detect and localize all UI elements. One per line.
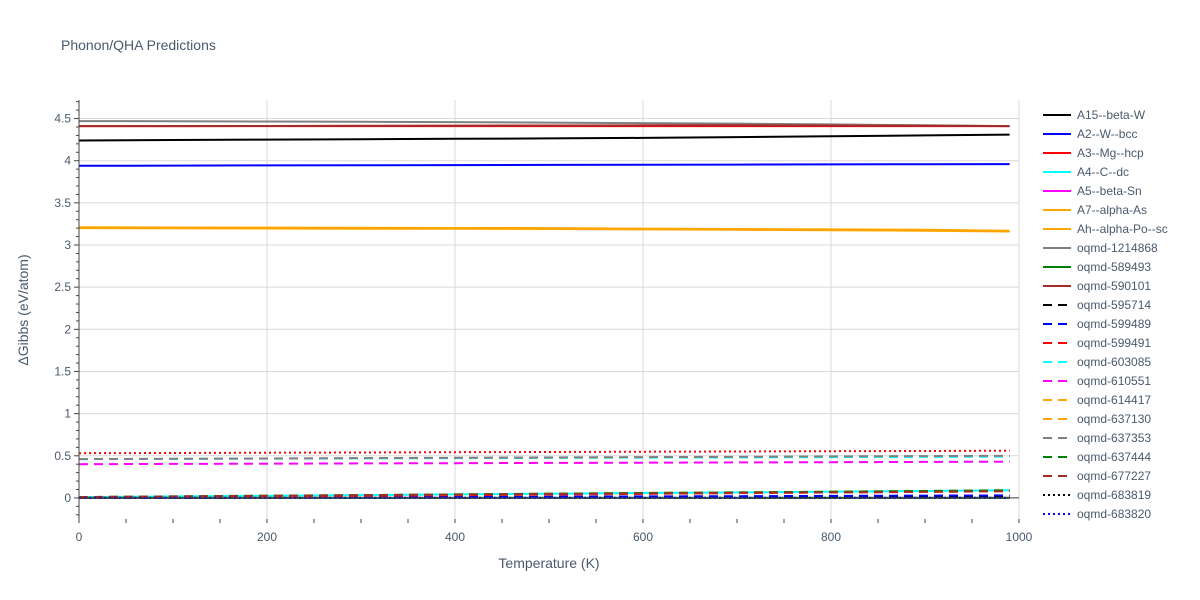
y-tick-label: 2.5 xyxy=(54,280,71,294)
legend-label: oqmd-599489 xyxy=(1077,317,1151,331)
legend-label: oqmd-590101 xyxy=(1077,279,1151,293)
y-tick-label: 4 xyxy=(64,154,71,168)
x-tick-label: 1000 xyxy=(1006,530,1033,544)
legend-label: oqmd-589493 xyxy=(1077,260,1151,274)
legend: A15--beta-W A2--W--bcc A3--Mg--hcp A4--C--d… xyxy=(1043,108,1168,521)
x-tick-label: 600 xyxy=(633,530,653,544)
legend-label: A5--beta-Sn xyxy=(1077,184,1142,198)
legend-label: oqmd-637130 xyxy=(1077,412,1151,426)
legend-label: oqmd-603085 xyxy=(1077,355,1151,369)
legend-label: Ah--alpha-Po--sc xyxy=(1077,222,1168,236)
y-tick-label: 3 xyxy=(64,238,71,252)
series-line-22 xyxy=(78,449,1010,455)
y-tick-label: 1 xyxy=(64,407,71,421)
axes: 0 200 400 600 800 1000 0 0.5 1 1.5 2 2.5 3 3.5 4 4.5 xyxy=(54,100,1033,544)
series-line-19 xyxy=(78,490,1010,499)
legend-label: oqmd-683820 xyxy=(1077,507,1151,521)
y-tick-label: 0.5 xyxy=(54,449,71,463)
y-tick-label: 0 xyxy=(64,491,71,505)
series-line-14 xyxy=(78,460,1010,466)
legend-label: A15--beta-W xyxy=(1077,108,1146,122)
series-line-6 xyxy=(78,227,1010,233)
legend-label: oqmd-614417 xyxy=(1077,393,1151,407)
legend-label: oqmd-637444 xyxy=(1077,450,1151,464)
x-tick-label: 200 xyxy=(257,530,277,544)
y-tick-label: 4.5 xyxy=(54,112,71,126)
legend-label: oqmd-637353 xyxy=(1077,431,1151,445)
x-tick-label: 800 xyxy=(821,530,841,544)
legend-label: oqmd-1214868 xyxy=(1077,241,1158,255)
legend-label: A4--C--dc xyxy=(1077,165,1129,179)
x-tick-label: 0 xyxy=(76,530,83,544)
series-line-0 xyxy=(78,133,1010,142)
legend-label: oqmd-677227 xyxy=(1077,469,1151,483)
legend-label: oqmd-595714 xyxy=(1077,298,1151,312)
legend-label: oqmd-683819 xyxy=(1077,488,1151,502)
y-tick-label: 3.5 xyxy=(54,196,71,210)
y-axis-title: ΔGibbs (eV/atom) xyxy=(15,254,31,365)
series-line-17 xyxy=(78,454,1010,461)
x-axis-title: Temperature (K) xyxy=(498,555,599,571)
legend-label: oqmd-610551 xyxy=(1077,374,1151,388)
legend-label: oqmd-599491 xyxy=(1077,336,1151,350)
y-tick-label: 1.5 xyxy=(54,364,71,378)
series-line-9 xyxy=(79,124,1010,128)
chart-title: Phonon/QHA Predictions xyxy=(61,37,216,53)
plot-area xyxy=(78,120,1010,499)
legend-label: A2--W--bcc xyxy=(1077,127,1137,141)
legend-label: A3--Mg--hcp xyxy=(1077,146,1144,160)
legend-label: A7--alpha-As xyxy=(1077,203,1147,217)
x-tick-label: 400 xyxy=(445,530,465,544)
y-tick-label: 2 xyxy=(64,322,71,336)
series-line-1 xyxy=(78,163,1010,167)
